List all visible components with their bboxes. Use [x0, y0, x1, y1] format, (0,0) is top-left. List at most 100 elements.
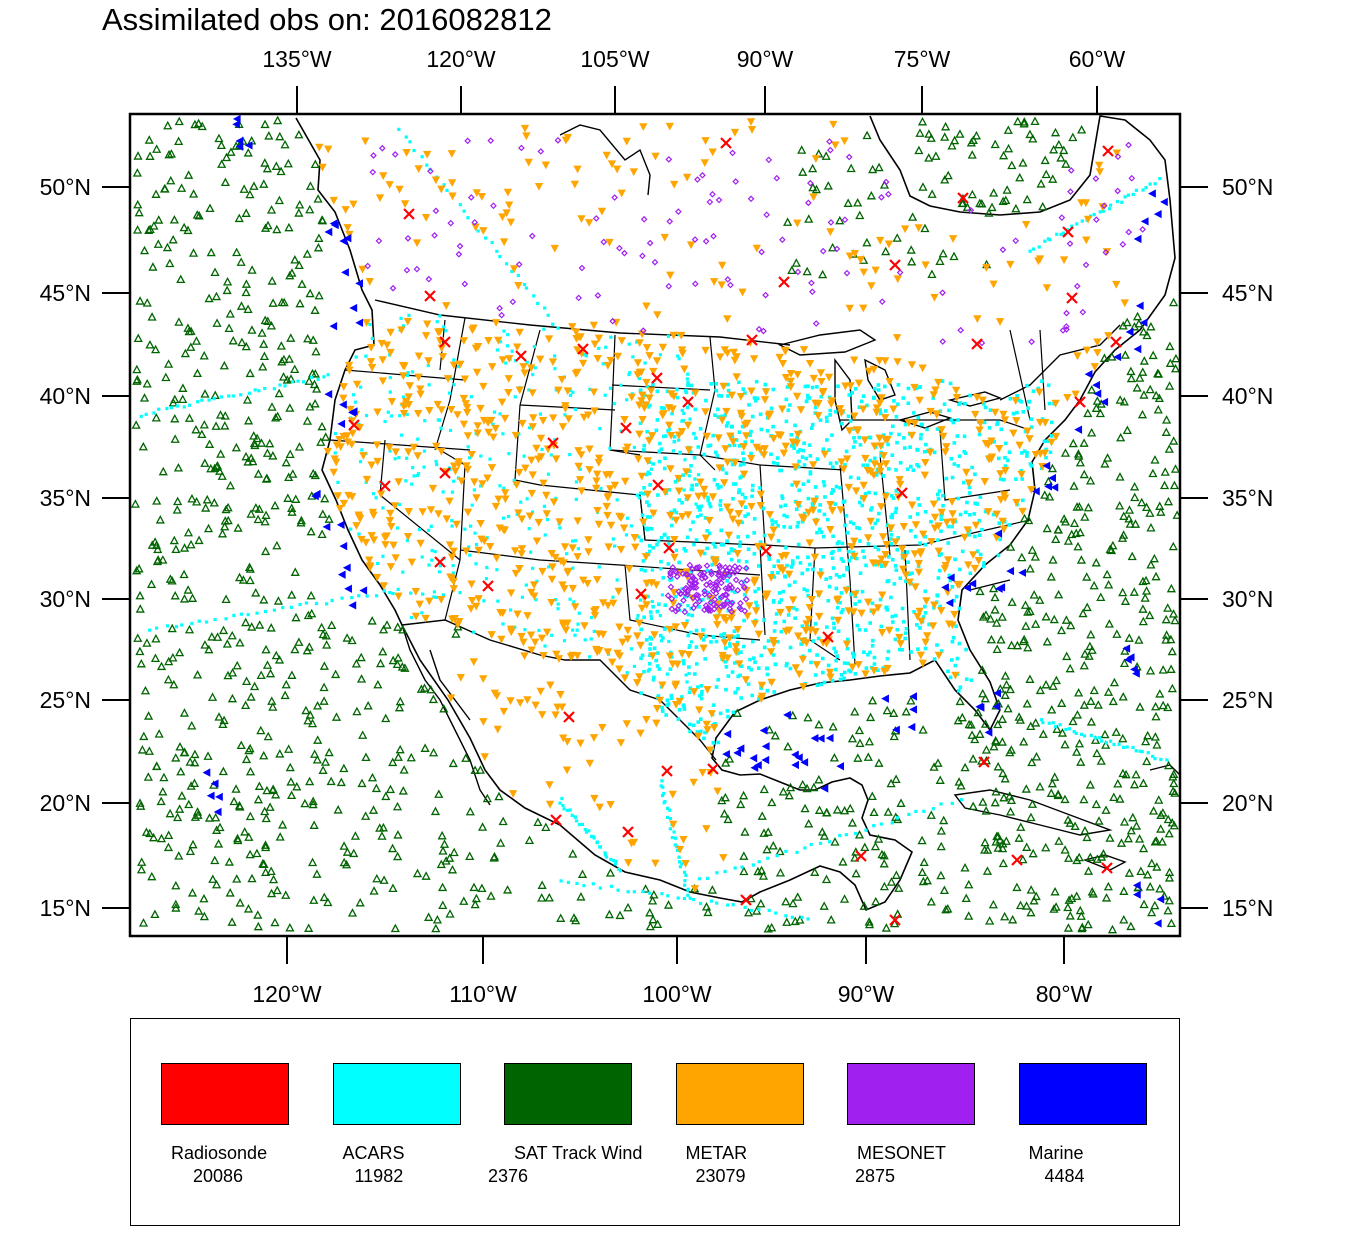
radiosonde-x [1074, 396, 1086, 408]
radiosonde-x [620, 422, 632, 434]
top-lon-label: 105°W [580, 46, 650, 72]
legend-count: 23079 [695, 1166, 746, 1186]
radiosonde-x [424, 290, 436, 302]
radiosonde-x [550, 814, 562, 826]
state-boundary [1039, 329, 1046, 411]
state-boundary [904, 549, 911, 661]
radiosonde-x [707, 763, 719, 775]
legend-label: Marine [1028, 1143, 1084, 1163]
diamond-icon [847, 1063, 975, 1125]
radiosonde-x [957, 192, 969, 204]
left-lat-label: 35°N [40, 485, 91, 511]
square-icon [332, 1063, 461, 1125]
radiosonde-x [682, 396, 694, 408]
radiosonde-x [1066, 292, 1078, 304]
radiosonde-x [563, 711, 575, 723]
radiosonde-x [889, 914, 901, 926]
radiosonde-x [622, 826, 634, 838]
radiosonde-x [482, 580, 494, 592]
bottom-lon-label: 90°W [838, 981, 895, 1007]
down-triangle-icon [675, 1063, 804, 1125]
map-background [130, 114, 1180, 936]
radiosonde-x [434, 556, 446, 568]
radiosonde-x [403, 208, 415, 220]
legend-item-acars: ACARS 11982 [303, 1019, 463, 1219]
radiosonde-x [760, 545, 772, 557]
legend-count: 2875 [855, 1166, 896, 1186]
radiosonde-x [652, 479, 664, 491]
state-boundary [840, 419, 1031, 431]
right-lat-label: 40°N [1222, 383, 1273, 409]
right-lat-label: 35°N [1222, 485, 1273, 511]
legend-label: Radiosonde [171, 1143, 268, 1163]
bottom-lon-label: 120°W [252, 981, 322, 1007]
radiosonde-x [1011, 854, 1023, 866]
left-triangle-icon [1018, 1063, 1147, 1125]
bottom-lon-label: 100°W [642, 981, 712, 1007]
legend-item-marine: Marine 4484 [989, 1019, 1149, 1219]
sat-track-wind-markers [130, 115, 1180, 934]
observation-markers [130, 114, 1180, 934]
legend-label: SAT Track Wind [514, 1143, 643, 1163]
coastline [559, 124, 651, 196]
x-icon [161, 1063, 289, 1125]
radiosonde-x [855, 850, 867, 862]
map-title: Assimilated obs on: 2016082812 [102, 2, 552, 37]
left-lat-label: 25°N [40, 687, 91, 713]
radiosonde-x [896, 487, 908, 499]
legend-item-radiosonde: Radiosonde 20086 [131, 1019, 291, 1219]
radiosonde-x [971, 338, 983, 350]
legend-label: ACARS [342, 1143, 405, 1163]
radiosonde-x [1110, 336, 1122, 348]
radiosonde-x [348, 419, 360, 431]
coastline [401, 624, 491, 806]
marine-markers [202, 114, 1168, 928]
state-boundary [969, 579, 1011, 591]
radiosonde-x [978, 756, 990, 768]
radiosonde-x [439, 336, 451, 348]
right-lat-label: 30°N [1222, 586, 1273, 612]
radiosonde-x [379, 480, 391, 492]
state-boundary [611, 384, 711, 391]
bottom-lon-label: 80°W [1036, 981, 1093, 1007]
radiosonde-x [720, 137, 732, 149]
radiosonde-x [635, 588, 647, 600]
lake-outline [777, 329, 877, 356]
triangle-icon [504, 1063, 632, 1125]
radiosonde-x [547, 437, 559, 449]
radiosonde-x [1062, 226, 1074, 238]
right-lat-label: 15°N [1222, 895, 1273, 921]
radiosonde-x [746, 334, 758, 346]
legend-count: 2376 [488, 1166, 529, 1186]
right-lat-label: 50°N [1222, 174, 1273, 200]
legend-count: 4484 [1044, 1166, 1085, 1186]
radiosonde-markers [348, 137, 1122, 926]
radiosonde-x [889, 259, 901, 271]
radiosonde-x [1101, 862, 1113, 874]
right-lat-label: 25°N [1222, 687, 1273, 713]
observation-map: 135°W 120°W 105°W 90°W 75°W 60°W 120°W 110°W 100… [40, 46, 1274, 1007]
legend-item-sat-track-wind: SAT Track Wind 2376 [474, 1019, 642, 1219]
metar-markers [315, 118, 1129, 893]
radiosonde-x [740, 894, 752, 906]
mesonet-markers [364, 137, 1147, 616]
state-boundary [434, 317, 466, 451]
top-lon-label: 60°W [1069, 46, 1126, 72]
state-boundary [759, 464, 846, 471]
radiosonde-x [822, 631, 834, 643]
radiosonde-x [515, 350, 527, 362]
cuba-coastline [953, 789, 1113, 836]
state-boundary [1009, 329, 1031, 421]
left-lat-label: 50°N [40, 174, 91, 200]
coastlines-and-borders [295, 115, 1180, 912]
bottom-lon-label: 110°W [449, 981, 517, 1007]
left-lat-label: 40°N [40, 383, 91, 409]
radiosonde-x [439, 467, 451, 479]
left-lat-label: 15°N [40, 895, 91, 921]
legend: Radiosonde 20086 ACARS 11982 SAT Track Wind 2… [130, 1018, 1180, 1226]
top-lon-label: 135°W [262, 46, 332, 72]
lake-outline [897, 411, 953, 429]
radiosonde-x [1102, 145, 1114, 157]
radiosonde-x [778, 276, 790, 288]
legend-count: 11982 [354, 1166, 404, 1186]
